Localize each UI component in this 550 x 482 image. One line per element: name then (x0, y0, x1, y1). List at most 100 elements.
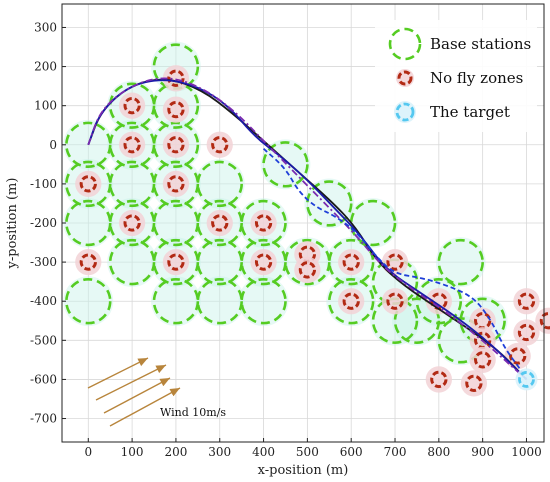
base-station-halo (151, 276, 201, 327)
x-tick-label: 100 (121, 445, 144, 459)
no-fly-zone-marker (254, 214, 273, 232)
y-tick-label: -100 (30, 177, 57, 191)
base-station-marker (240, 199, 287, 247)
x-tick-label: 300 (208, 445, 231, 459)
no-fly-zone-marker (79, 253, 97, 271)
no-fly-zone-halo (162, 131, 190, 158)
x-tick-label: 0 (84, 445, 92, 459)
no-fly-zone-marker (211, 214, 229, 232)
base-station-marker (65, 160, 112, 208)
x-tick-label: 900 (471, 445, 494, 459)
base-station-marker (196, 199, 243, 247)
base-station-halo (194, 276, 245, 327)
base-station-marker (108, 238, 156, 286)
base-station-layer (65, 43, 506, 364)
no-fly-zone-halo (425, 288, 452, 315)
no-fly-zone-marker (430, 370, 448, 389)
base-station-marker (152, 199, 200, 247)
x-tick-label: 500 (296, 445, 319, 459)
no-fly-zone-halo (513, 319, 540, 346)
no-fly-zone-halo (162, 248, 190, 276)
y-tick-label: 0 (49, 138, 57, 152)
legend-target-icon (395, 102, 415, 122)
base-station-marker (240, 238, 287, 286)
trajectory-line (262, 148, 528, 380)
y-tick-label: -400 (30, 294, 57, 308)
no-fly-zone-halo (469, 307, 496, 334)
no-fly-zone-halo (75, 170, 102, 198)
base-station-halo (194, 158, 245, 209)
no-fly-zone-halo (513, 288, 540, 315)
no-fly-zone-marker (509, 347, 527, 365)
no-fly-zone-halo (425, 366, 452, 393)
no-fly-zone-halo (206, 131, 233, 158)
y-axis-label: y-position (m) (5, 178, 20, 270)
no-fly-zone-halo (118, 92, 146, 119)
base-station-marker (152, 278, 200, 325)
base-station-marker (262, 141, 309, 188)
base-station-marker (196, 238, 243, 286)
no-fly-zone-marker (167, 100, 185, 119)
wind-label: Wind 10m/s (160, 406, 226, 419)
base-station-marker (327, 278, 375, 325)
x-tick-label: 700 (384, 445, 407, 459)
no-fly-zone-halo (206, 209, 233, 237)
x-axis-label: x-position (m) (258, 463, 349, 478)
base-station-marker (393, 297, 441, 344)
wind-arrow (87, 357, 149, 389)
no-fly-zone-halo (460, 370, 488, 397)
base-station-marker (152, 238, 200, 286)
no-fly-zone-halo (294, 256, 321, 284)
no-fly-zone-marker (167, 136, 185, 154)
no-fly-zone-halo (118, 209, 146, 237)
base-station-marker (108, 199, 156, 247)
base-station-marker (284, 238, 331, 286)
base-station-marker (65, 121, 112, 168)
no-fly-zone-marker (211, 136, 229, 154)
legend: Base stations No fly zones The target (375, 20, 537, 132)
base-station-halo (63, 276, 114, 327)
base-station-halo (435, 237, 486, 288)
target-layer (515, 368, 538, 391)
base-station-halo (370, 295, 420, 346)
base-station-halo (194, 237, 245, 288)
base-station-marker (65, 278, 112, 325)
wind-arrow (103, 377, 171, 414)
no-fly-zone-halo (381, 288, 409, 315)
y-tick-label: -300 (30, 255, 57, 269)
y-tick-label: 300 (34, 20, 57, 34)
x-tick-label: 600 (340, 445, 363, 459)
no-fly-zone-halo (338, 248, 365, 276)
no-fly-zone-marker (123, 136, 141, 154)
no-fly-zone-halo (75, 248, 102, 276)
target-marker (518, 371, 535, 388)
y-tick-label: -700 (30, 412, 57, 426)
base-station-halo (63, 198, 114, 248)
no-fly-zone-marker (386, 292, 404, 310)
no-fly-zone-marker (539, 312, 550, 330)
path-layer (87, 77, 528, 381)
x-tick-label: 1000 (511, 445, 542, 459)
no-fly-zone-marker (167, 253, 185, 271)
base-station-marker (196, 160, 243, 208)
no-fly-zone-marker (386, 253, 404, 271)
y-tick-label: 200 (34, 60, 57, 74)
no-fly-zone-marker (342, 292, 360, 310)
no-fly-zone-marker (465, 374, 483, 392)
trajectory-line (87, 77, 528, 381)
base-station-halo (238, 276, 289, 327)
no-fly-zone-marker (298, 261, 317, 279)
base-station-marker (108, 82, 156, 129)
base-station-marker (240, 278, 287, 325)
wind-arrow (95, 364, 167, 401)
y-tick-label: -200 (30, 216, 57, 230)
no-fly-zone-halo (338, 288, 365, 315)
no-fly-zone-marker (123, 97, 141, 115)
legend-label: No fly zones (430, 69, 523, 87)
base-station-halo (151, 198, 201, 248)
base-station-marker (65, 199, 112, 247)
no-fly-zone-halo (162, 170, 190, 198)
y-tick-label: 100 (34, 99, 57, 113)
no-fly-zone-marker (254, 253, 273, 271)
base-station-marker (152, 160, 200, 208)
